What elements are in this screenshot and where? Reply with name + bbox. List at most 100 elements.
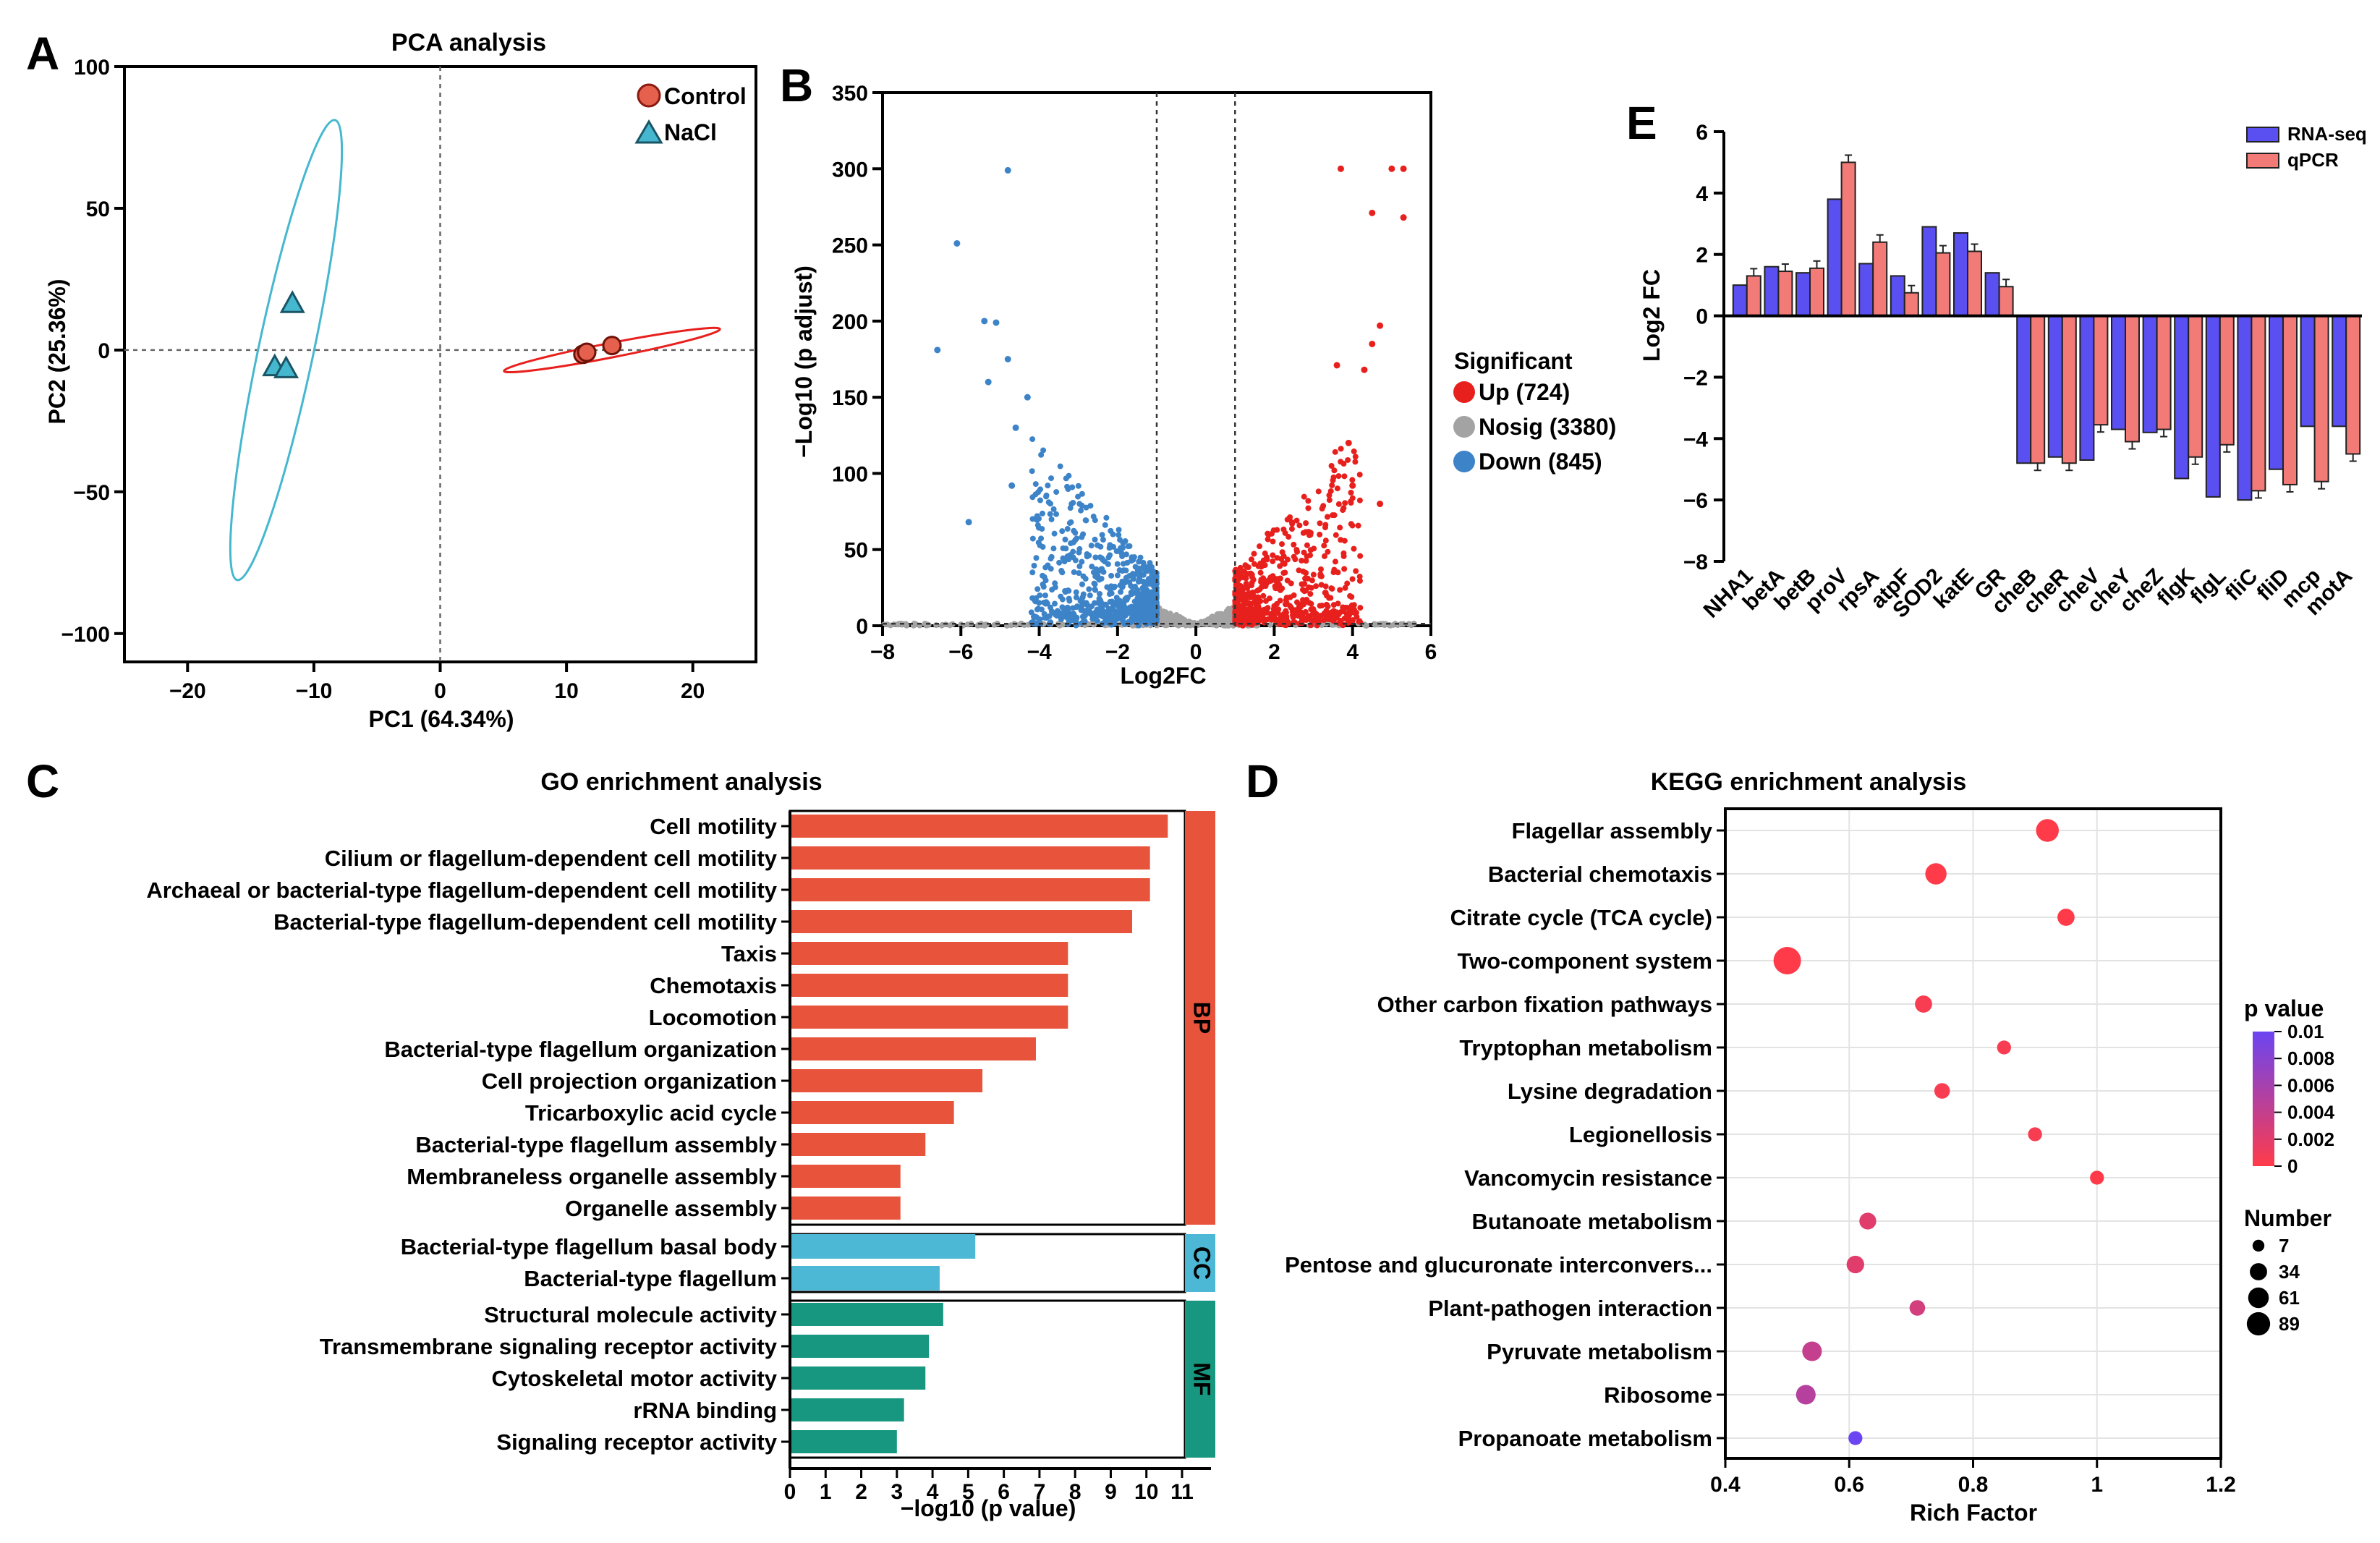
volcano-point-down (1079, 534, 1085, 540)
volcano-point-down (1112, 621, 1118, 627)
volcano-point-up (1305, 505, 1312, 511)
volcano-point-down (1100, 537, 1106, 543)
pca-y-label: PC2 (25.36%) (44, 279, 70, 425)
volcano-point-down (1097, 590, 1103, 597)
volcano-point-up (1283, 608, 1289, 614)
volcano-point-up (1294, 610, 1301, 616)
volcano-point-up (1348, 521, 1354, 527)
volcano-point-up (1352, 454, 1359, 460)
volcano-point-down (1103, 514, 1110, 521)
kegg-category-label: Flagellar assembly (1512, 818, 1713, 843)
volcano-point-nosig (1018, 620, 1024, 626)
volcano-point-down (1108, 583, 1115, 590)
volcano-point-down (1024, 394, 1031, 401)
go-bar-mf (790, 1398, 904, 1421)
qpcr-bar-rnaseq (1827, 198, 1843, 317)
qpcr-legend-qpcr: qPCR (2287, 149, 2339, 171)
volcano-point-up (1337, 524, 1343, 531)
volcano-point-down (1048, 475, 1055, 482)
volcano-point-down (1108, 572, 1115, 579)
qpcr-legend-rnaseq-marker (2246, 127, 2279, 143)
volcano-point-up (1334, 485, 1340, 492)
go-category-label: Organelle assembly (565, 1196, 778, 1221)
volcano-point-up (1330, 569, 1337, 576)
volcano-point-up (1349, 576, 1356, 582)
volcano-point-up (1335, 473, 1342, 480)
volcano-point-up (1291, 541, 1297, 548)
volcano-point-up (1256, 587, 1262, 593)
kegg-point (1997, 1040, 2011, 1055)
kegg-point (1802, 1341, 1822, 1361)
volcano-point-down (1062, 536, 1068, 543)
volcano-point-up (1351, 545, 1357, 552)
volcano-point-down (1139, 585, 1146, 591)
volcano-point-down (1107, 542, 1113, 548)
volcano-point-up (1329, 482, 1335, 488)
volcano-point-up (1236, 603, 1243, 609)
volcano-point-down (1118, 589, 1124, 595)
go-category-label: Bacterial-type flagellum (524, 1266, 777, 1291)
volcano-point-down (1039, 510, 1045, 517)
volcano-point-up (1342, 500, 1348, 506)
volcano-point-up (1248, 556, 1254, 563)
volcano-point-down (1056, 559, 1063, 566)
volcano-point-up (1305, 498, 1312, 504)
volcano-point-down (1084, 553, 1090, 560)
volcano-point-up (1262, 583, 1269, 590)
volcano-point-up (1284, 517, 1291, 523)
volcano-point-down (1098, 575, 1105, 582)
qpcr-y-label: Log2 FC (1639, 269, 1665, 362)
go-plot-area: BP Cell motility Cilium or flagellum-depen… (146, 809, 1215, 1504)
volcano-point-up (1341, 615, 1348, 621)
qpcr-bar-rnaseq (2205, 315, 2221, 498)
volcano-point-down (1054, 613, 1061, 619)
volcano-point-down (1075, 493, 1081, 500)
volcano-point-nosig (1364, 622, 1370, 629)
qpcr-bar-rnaseq (1764, 265, 1780, 317)
volcano-point-nosig (1267, 621, 1273, 628)
volcano-point-up (1353, 609, 1359, 616)
volcano-point-up (1318, 573, 1325, 579)
volcano-point-up (1307, 591, 1314, 598)
qpcr-y-tick-label: −8 (1683, 551, 1708, 574)
volcano-point-down (1061, 605, 1067, 612)
volcano-point-down (1081, 618, 1088, 624)
volcano-point-down (1082, 576, 1089, 582)
volcano-point-up (1284, 556, 1291, 563)
volcano-point-down (1004, 356, 1011, 362)
go-x-tick-label: 7 (1034, 1480, 1046, 1504)
go-group-strip-cc (1185, 1234, 1215, 1292)
volcano-y-tick-label: 100 (832, 462, 868, 486)
volcano-point-down (1040, 447, 1047, 454)
volcano-point-down (1070, 554, 1076, 561)
go-category-label: Membraneless organelle assembly (407, 1164, 778, 1189)
kegg-size-legend-marker (2248, 1287, 2269, 1309)
volcano-point-nosig (964, 621, 971, 628)
volcano-point-up (1356, 497, 1363, 503)
volcano-point-down (1076, 570, 1082, 577)
volcano-point-nosig (1008, 622, 1014, 629)
pca-x-label: PC1 (64.34%) (369, 706, 514, 732)
volcano-point-up (1338, 446, 1344, 452)
pca-x-tick-label: 0 (434, 679, 446, 703)
volcano-point-up (1335, 569, 1341, 576)
volcano-x-tick-label: 4 (1346, 640, 1359, 664)
pca-point-nacl (279, 290, 305, 313)
volcano-point-up (1308, 617, 1314, 624)
volcano-point-down (1149, 609, 1155, 616)
volcano-point-up (1317, 531, 1323, 537)
kegg-x-tick-label: 1 (2091, 1473, 2103, 1497)
volcano-point-down (1079, 602, 1086, 608)
volcano-point-up (1324, 514, 1330, 520)
kegg-category-label: Two-component system (1457, 948, 1712, 974)
qpcr-bar-rnaseq (2079, 315, 2095, 461)
kegg-point (1848, 1431, 1863, 1445)
volcano-point-up (1301, 493, 1307, 500)
go-title: GO enrichment analysis (540, 768, 822, 796)
volcano-point-down (1079, 490, 1085, 497)
volcano-point-nosig (911, 621, 917, 627)
kegg-category-label: Plant-pathogen interaction (1428, 1296, 1712, 1321)
volcano-point-nosig (922, 621, 928, 627)
volcano-point-up (1345, 456, 1351, 463)
